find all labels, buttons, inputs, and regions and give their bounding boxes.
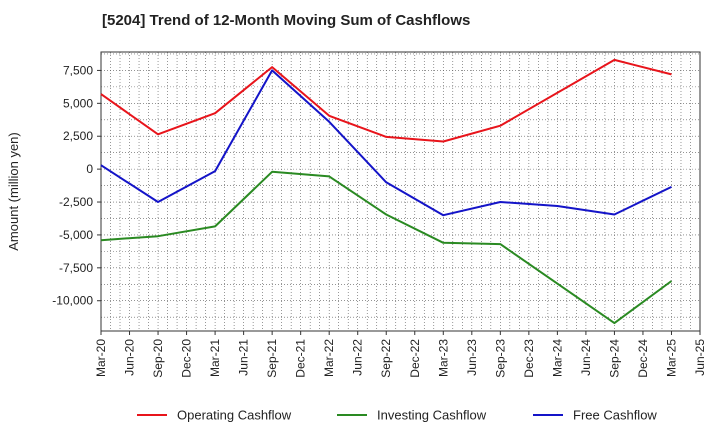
y-axis-title: Amount (million yen) xyxy=(6,132,21,251)
x-tick-label: Sep-22 xyxy=(379,339,393,378)
y-tick-label: 0 xyxy=(86,162,93,176)
y-tick-label: -7,500 xyxy=(59,261,93,275)
y-tick-label: 7,500 xyxy=(63,63,93,77)
series-lines xyxy=(100,58,673,325)
plot-frame xyxy=(100,51,701,332)
series-line-investing-cashflow xyxy=(100,170,673,325)
legend: Operating Cashflow Investing Cashflow Free… xyxy=(137,408,657,423)
x-tick-label: Dec-22 xyxy=(408,339,422,378)
x-tick-label: Mar-20 xyxy=(94,339,108,377)
x-tick-label: Jun-21 xyxy=(237,339,251,376)
x-tick-label: Dec-24 xyxy=(636,339,650,378)
y-tick-label: 5,000 xyxy=(63,96,93,110)
x-tick-label: Mar-21 xyxy=(208,339,222,377)
x-tick-label: Sep-23 xyxy=(493,339,507,378)
x-tick-label: Mar-25 xyxy=(664,339,678,377)
x-tick-label: Dec-20 xyxy=(180,339,194,378)
x-tick-label: Jun-25 xyxy=(693,339,707,376)
x-tick-label: Sep-21 xyxy=(265,339,279,378)
legend-label: Investing Cashflow xyxy=(377,408,487,423)
x-tick-label: Dec-21 xyxy=(294,339,308,378)
x-axis: Mar-20 Jun-20 Sep-20 Dec-20 Mar-21 Jun-21 Sep-… xyxy=(94,331,707,378)
series-line-operating-cashflow xyxy=(100,58,672,143)
y-axis: 7,500 5,000 2,500 0 -2,500 -5,000 -7,500 -10,00… xyxy=(52,63,101,308)
x-tick-label: Jun-20 xyxy=(123,339,137,376)
legend-label: Operating Cashflow xyxy=(177,408,292,423)
x-tick-label: Dec-23 xyxy=(522,339,536,378)
y-tick-label: -5,000 xyxy=(59,228,93,242)
x-tick-label: Mar-22 xyxy=(322,339,336,377)
y-tick-label: -10,000 xyxy=(52,294,93,308)
legend-label: Free Cashflow xyxy=(573,408,657,423)
x-tick-label: Mar-23 xyxy=(436,339,450,377)
y-tick-label: 2,500 xyxy=(63,129,93,143)
grid xyxy=(100,52,701,331)
x-tick-label: Jun-23 xyxy=(465,339,479,376)
series-line-free-cashflow xyxy=(100,69,672,217)
x-tick-label: Sep-24 xyxy=(607,339,621,378)
x-tick-label: Mar-24 xyxy=(550,339,564,377)
y-tick-label: -2,500 xyxy=(59,195,93,209)
x-tick-label: Sep-20 xyxy=(151,339,165,378)
chart-title: [5204] Trend of 12-Month Moving Sum of C… xyxy=(102,12,471,29)
x-tick-label: Jun-24 xyxy=(579,339,593,376)
x-tick-label: Jun-22 xyxy=(351,339,365,376)
